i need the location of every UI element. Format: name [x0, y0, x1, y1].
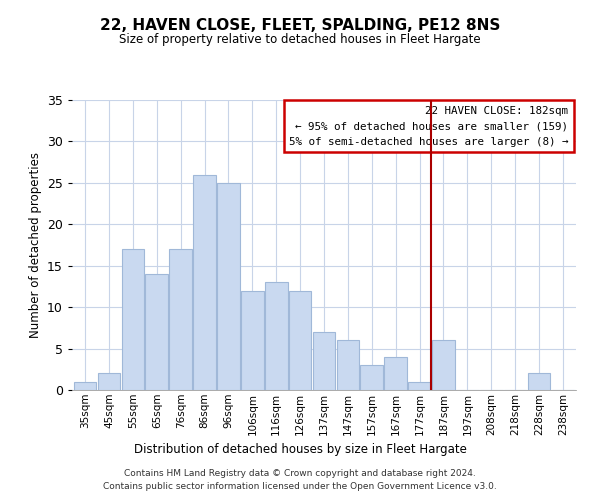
Bar — [193, 174, 216, 390]
Bar — [122, 249, 144, 390]
Bar — [217, 183, 240, 390]
Text: 22 HAVEN CLOSE: 182sqm
← 95% of detached houses are smaller (159)
5% of semi-det: 22 HAVEN CLOSE: 182sqm ← 95% of detached… — [289, 106, 568, 147]
Bar — [265, 282, 287, 390]
Bar — [74, 382, 97, 390]
Y-axis label: Number of detached properties: Number of detached properties — [29, 152, 41, 338]
Bar — [289, 290, 311, 390]
Bar — [337, 340, 359, 390]
Bar — [313, 332, 335, 390]
Bar — [241, 290, 263, 390]
Bar — [361, 365, 383, 390]
Bar — [385, 357, 407, 390]
Text: Contains public sector information licensed under the Open Government Licence v3: Contains public sector information licen… — [103, 482, 497, 491]
Bar — [432, 340, 455, 390]
Bar — [145, 274, 168, 390]
Text: 22, HAVEN CLOSE, FLEET, SPALDING, PE12 8NS: 22, HAVEN CLOSE, FLEET, SPALDING, PE12 8… — [100, 18, 500, 32]
Bar — [169, 249, 192, 390]
Bar — [408, 382, 431, 390]
Text: Contains HM Land Registry data © Crown copyright and database right 2024.: Contains HM Land Registry data © Crown c… — [124, 468, 476, 477]
Text: Size of property relative to detached houses in Fleet Hargate: Size of property relative to detached ho… — [119, 32, 481, 46]
Bar — [98, 374, 121, 390]
Text: Distribution of detached houses by size in Fleet Hargate: Distribution of detached houses by size … — [134, 442, 466, 456]
Bar — [527, 374, 550, 390]
